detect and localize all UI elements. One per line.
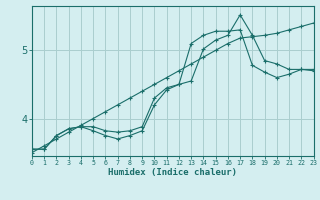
X-axis label: Humidex (Indice chaleur): Humidex (Indice chaleur) <box>108 168 237 177</box>
